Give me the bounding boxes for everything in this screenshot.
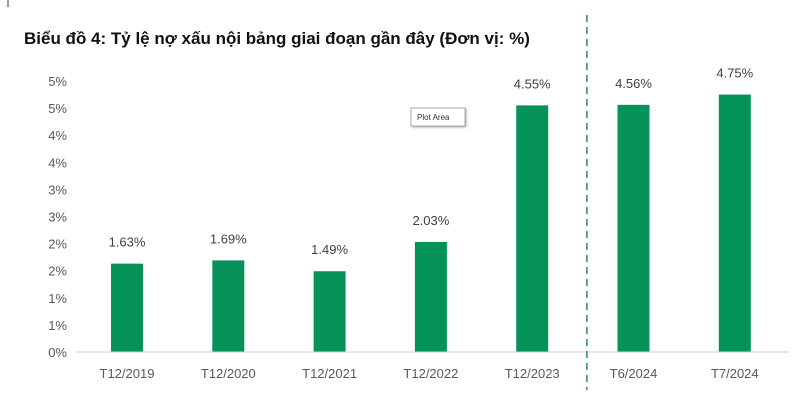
bar [718, 94, 751, 353]
y-tick-label: 1% [48, 318, 67, 333]
y-tick-label: 3% [48, 182, 67, 197]
x-tick-label: T12/2021 [302, 366, 357, 381]
bar [516, 105, 549, 352]
y-tick-label: 0% [48, 345, 67, 360]
x-tick-label: T6/2024 [610, 366, 658, 381]
data-label: 2.03% [412, 213, 449, 228]
x-tick-label: T12/2022 [403, 366, 458, 381]
data-label: 1.69% [210, 231, 247, 246]
y-tick-label: 5% [48, 101, 67, 116]
y-tick-label: 1% [48, 291, 67, 306]
data-label: 4.75% [716, 66, 753, 81]
bar [414, 241, 447, 352]
y-tick-label: 4% [48, 155, 67, 170]
data-label: 1.49% [311, 242, 348, 257]
y-tick-label: 2% [48, 264, 67, 279]
data-label: 1.63% [109, 235, 146, 250]
x-tick-label: T12/2019 [100, 366, 155, 381]
data-label: 4.56% [615, 76, 652, 91]
data-label: 4.55% [514, 76, 551, 91]
bar [313, 271, 346, 352]
x-tick-label: T7/2024 [711, 366, 759, 381]
y-tick-label: 4% [48, 128, 67, 143]
x-tick-label: T12/2020 [201, 366, 256, 381]
y-tick-label: 3% [48, 210, 67, 225]
x-tick-label: T12/2023 [505, 366, 560, 381]
tooltip-text: Plot Area [417, 113, 450, 122]
bar [617, 104, 650, 353]
bar [212, 260, 245, 352]
y-tick-label: 5% [48, 74, 67, 89]
plot-area-tooltip: Plot Area [410, 107, 466, 127]
y-tick-label: 2% [48, 237, 67, 252]
chart-title: Biểu đồ 4: Tỷ lệ nợ xấu nội bảng giai đo… [24, 29, 530, 48]
bar [111, 263, 143, 352]
